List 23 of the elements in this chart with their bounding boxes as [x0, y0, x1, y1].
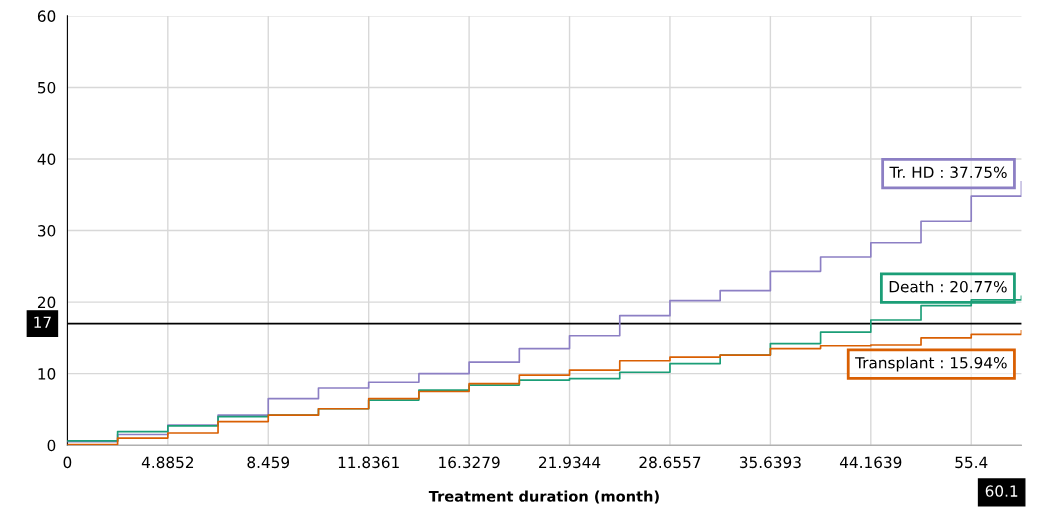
annotation: Transplant : 15.94%: [855, 356, 1007, 372]
x-tick-label: 4.8852: [141, 456, 194, 469]
x-tick-label: 0: [63, 456, 72, 469]
text: 60.1: [985, 485, 1018, 497]
x-tick-label: 21.9344: [539, 456, 601, 469]
y-tick-label: 50: [38, 81, 56, 94]
y-tick-label: 60: [37, 10, 56, 22]
y-tick-label: 40: [37, 153, 56, 166]
annotation: Death : 20.77%: [889, 280, 1007, 293]
x-tick-label: 35.6393: [739, 456, 801, 469]
y-tick-label: 10: [38, 368, 56, 380]
x-tick-label: 55.4: [955, 456, 988, 469]
y-tick-label: 0: [47, 439, 56, 452]
y-tick-label: 20: [37, 296, 56, 309]
y-tick-label: 30: [38, 225, 56, 237]
x-tick-label: 16.3279: [439, 456, 500, 469]
annotation: Tr. HD : 37.75%: [889, 166, 1007, 178]
x-tick-label: 11.8361: [338, 456, 399, 469]
x-tick-label: 28.6557: [639, 456, 701, 469]
ref-line-label: 17: [34, 316, 51, 328]
x-tick-label: 44.1639: [839, 456, 902, 469]
x-tick-label: 8.459: [247, 456, 290, 469]
x-axis-title: Treatment duration (month): [428, 490, 659, 504]
